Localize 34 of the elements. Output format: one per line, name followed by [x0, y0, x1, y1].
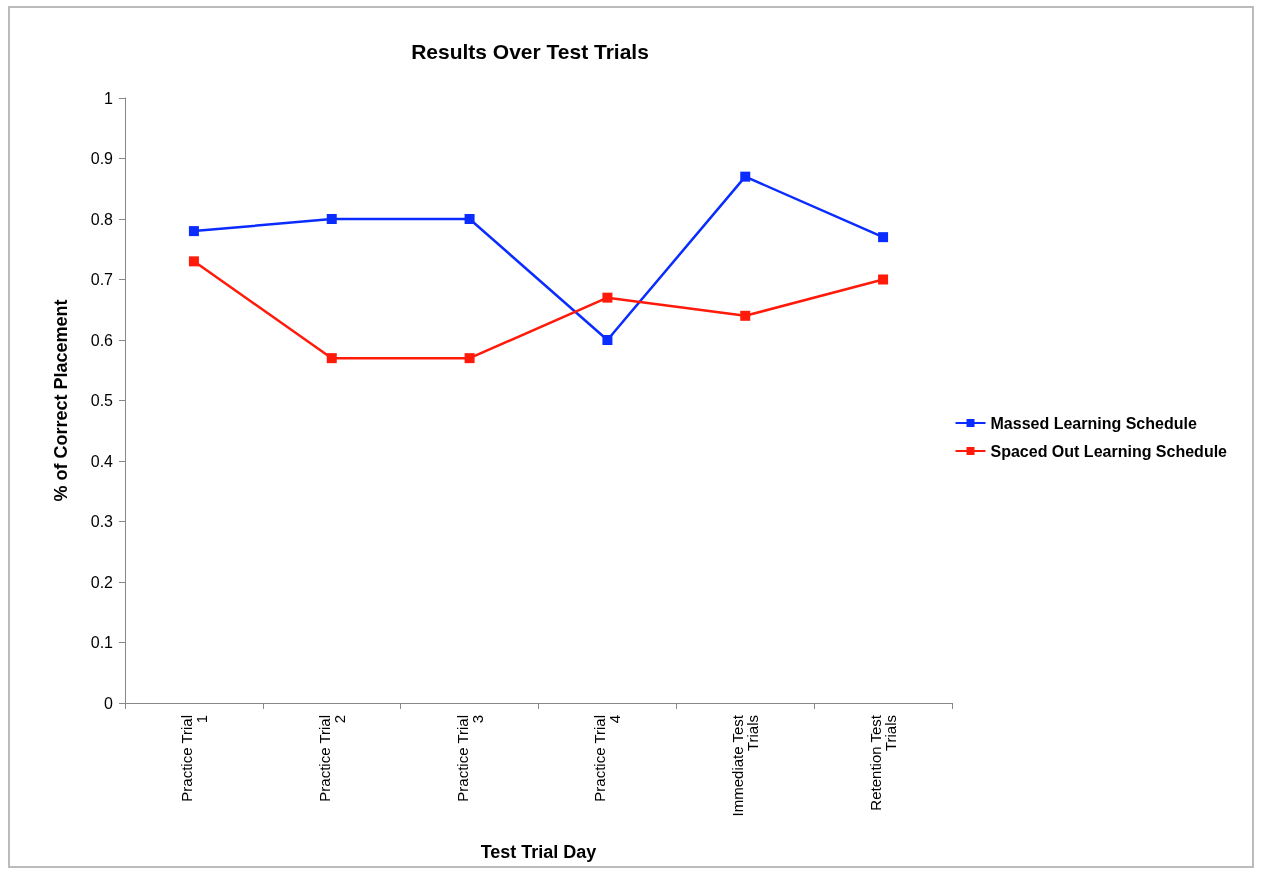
x-tick-label: Practice Trial 3: [453, 715, 486, 802]
x-axis-title: Test Trial Day: [480, 842, 597, 862]
x-tick-label: Practice Trial 1: [177, 715, 210, 802]
point: [188, 226, 199, 237]
point: [464, 353, 475, 364]
y-axis-title: % of Correct Placement: [51, 299, 71, 502]
point: [878, 232, 889, 243]
y-tick-label: 0.2: [90, 573, 114, 591]
x-tick-label: Practice Trial 2: [315, 715, 348, 802]
y-tick-label: 0.7: [90, 271, 114, 288]
point: [326, 214, 337, 224]
point: [464, 214, 475, 224]
y-tick-label: 1: [104, 89, 114, 107]
point: [740, 310, 751, 321]
x-tick-label: Retention Test Trials: [867, 714, 900, 811]
point: [602, 292, 613, 303]
point: [326, 353, 337, 364]
legend-label: Spaced Out Learning Schedule: [990, 442, 1228, 460]
y-tick-label: 0.6: [90, 331, 114, 349]
point: [602, 335, 613, 345]
x-tick-label: Immediate Test Trials: [729, 714, 762, 817]
legend-label: Massed Learning Schedule: [990, 414, 1197, 432]
point: [878, 274, 889, 285]
point: [740, 171, 751, 182]
point: [188, 256, 199, 267]
y-tick-label: 0.8: [90, 210, 114, 228]
y-tick-label: 0.1: [90, 634, 114, 651]
y-tick-label: 0: [104, 694, 114, 712]
y-tick-label: 0.4: [90, 452, 114, 470]
y-tick-label: 0.3: [90, 513, 114, 530]
x-tick-label: Practice Trial 4: [591, 715, 624, 802]
y-tick-label: 0.9: [90, 150, 114, 167]
chart-title: Results Over Test Trials: [411, 40, 649, 63]
y-tick-label: 0.5: [90, 392, 114, 409]
